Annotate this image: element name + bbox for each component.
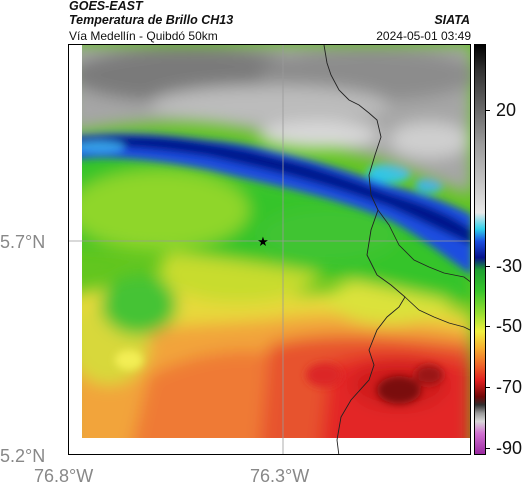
colorbar-label-minus30: -30: [496, 256, 523, 276]
secondary-boundary: [377, 209, 470, 282]
colorbar-label-minus50: -50: [496, 316, 523, 336]
lon-tick-76.3: 76.3°W: [250, 466, 310, 486]
colorbar-tick: [486, 326, 490, 327]
colorbar-tick: [486, 448, 490, 449]
colorbar-tick: [486, 266, 490, 267]
timestamp-label: 2024-05-01 03:49: [376, 29, 471, 43]
colorbar-label-minus70: -70: [496, 377, 523, 397]
secondary-boundary-south: [404, 296, 470, 331]
agency-label: SIATA: [434, 13, 470, 27]
lon-tick-76.8: 76.8°W: [34, 466, 94, 486]
temperature-field: [82, 45, 470, 438]
satellite-title: GOES-EAST: [69, 0, 143, 13]
lat-tick-5.7: 5.7°N: [0, 232, 46, 252]
star-icon: ★: [257, 235, 269, 250]
lat-tick-5.2: 5.2°N: [0, 446, 46, 466]
colorbar-label-minus90: -90: [496, 438, 523, 458]
map-canvas: ★: [69, 45, 470, 454]
colorbar-label-20: 20: [496, 100, 517, 120]
colorbar-tick: [486, 387, 490, 388]
temperature-colorbar: [474, 44, 486, 455]
product-title: Temperatura de Brillo CH13: [69, 13, 234, 27]
brightness-temperature-map[interactable]: ★: [68, 44, 471, 455]
department-boundary: [323, 45, 406, 454]
colorbar-tick: [486, 110, 490, 111]
route-subtitle: Vía Medellín - Quibdó 50km: [69, 29, 218, 43]
